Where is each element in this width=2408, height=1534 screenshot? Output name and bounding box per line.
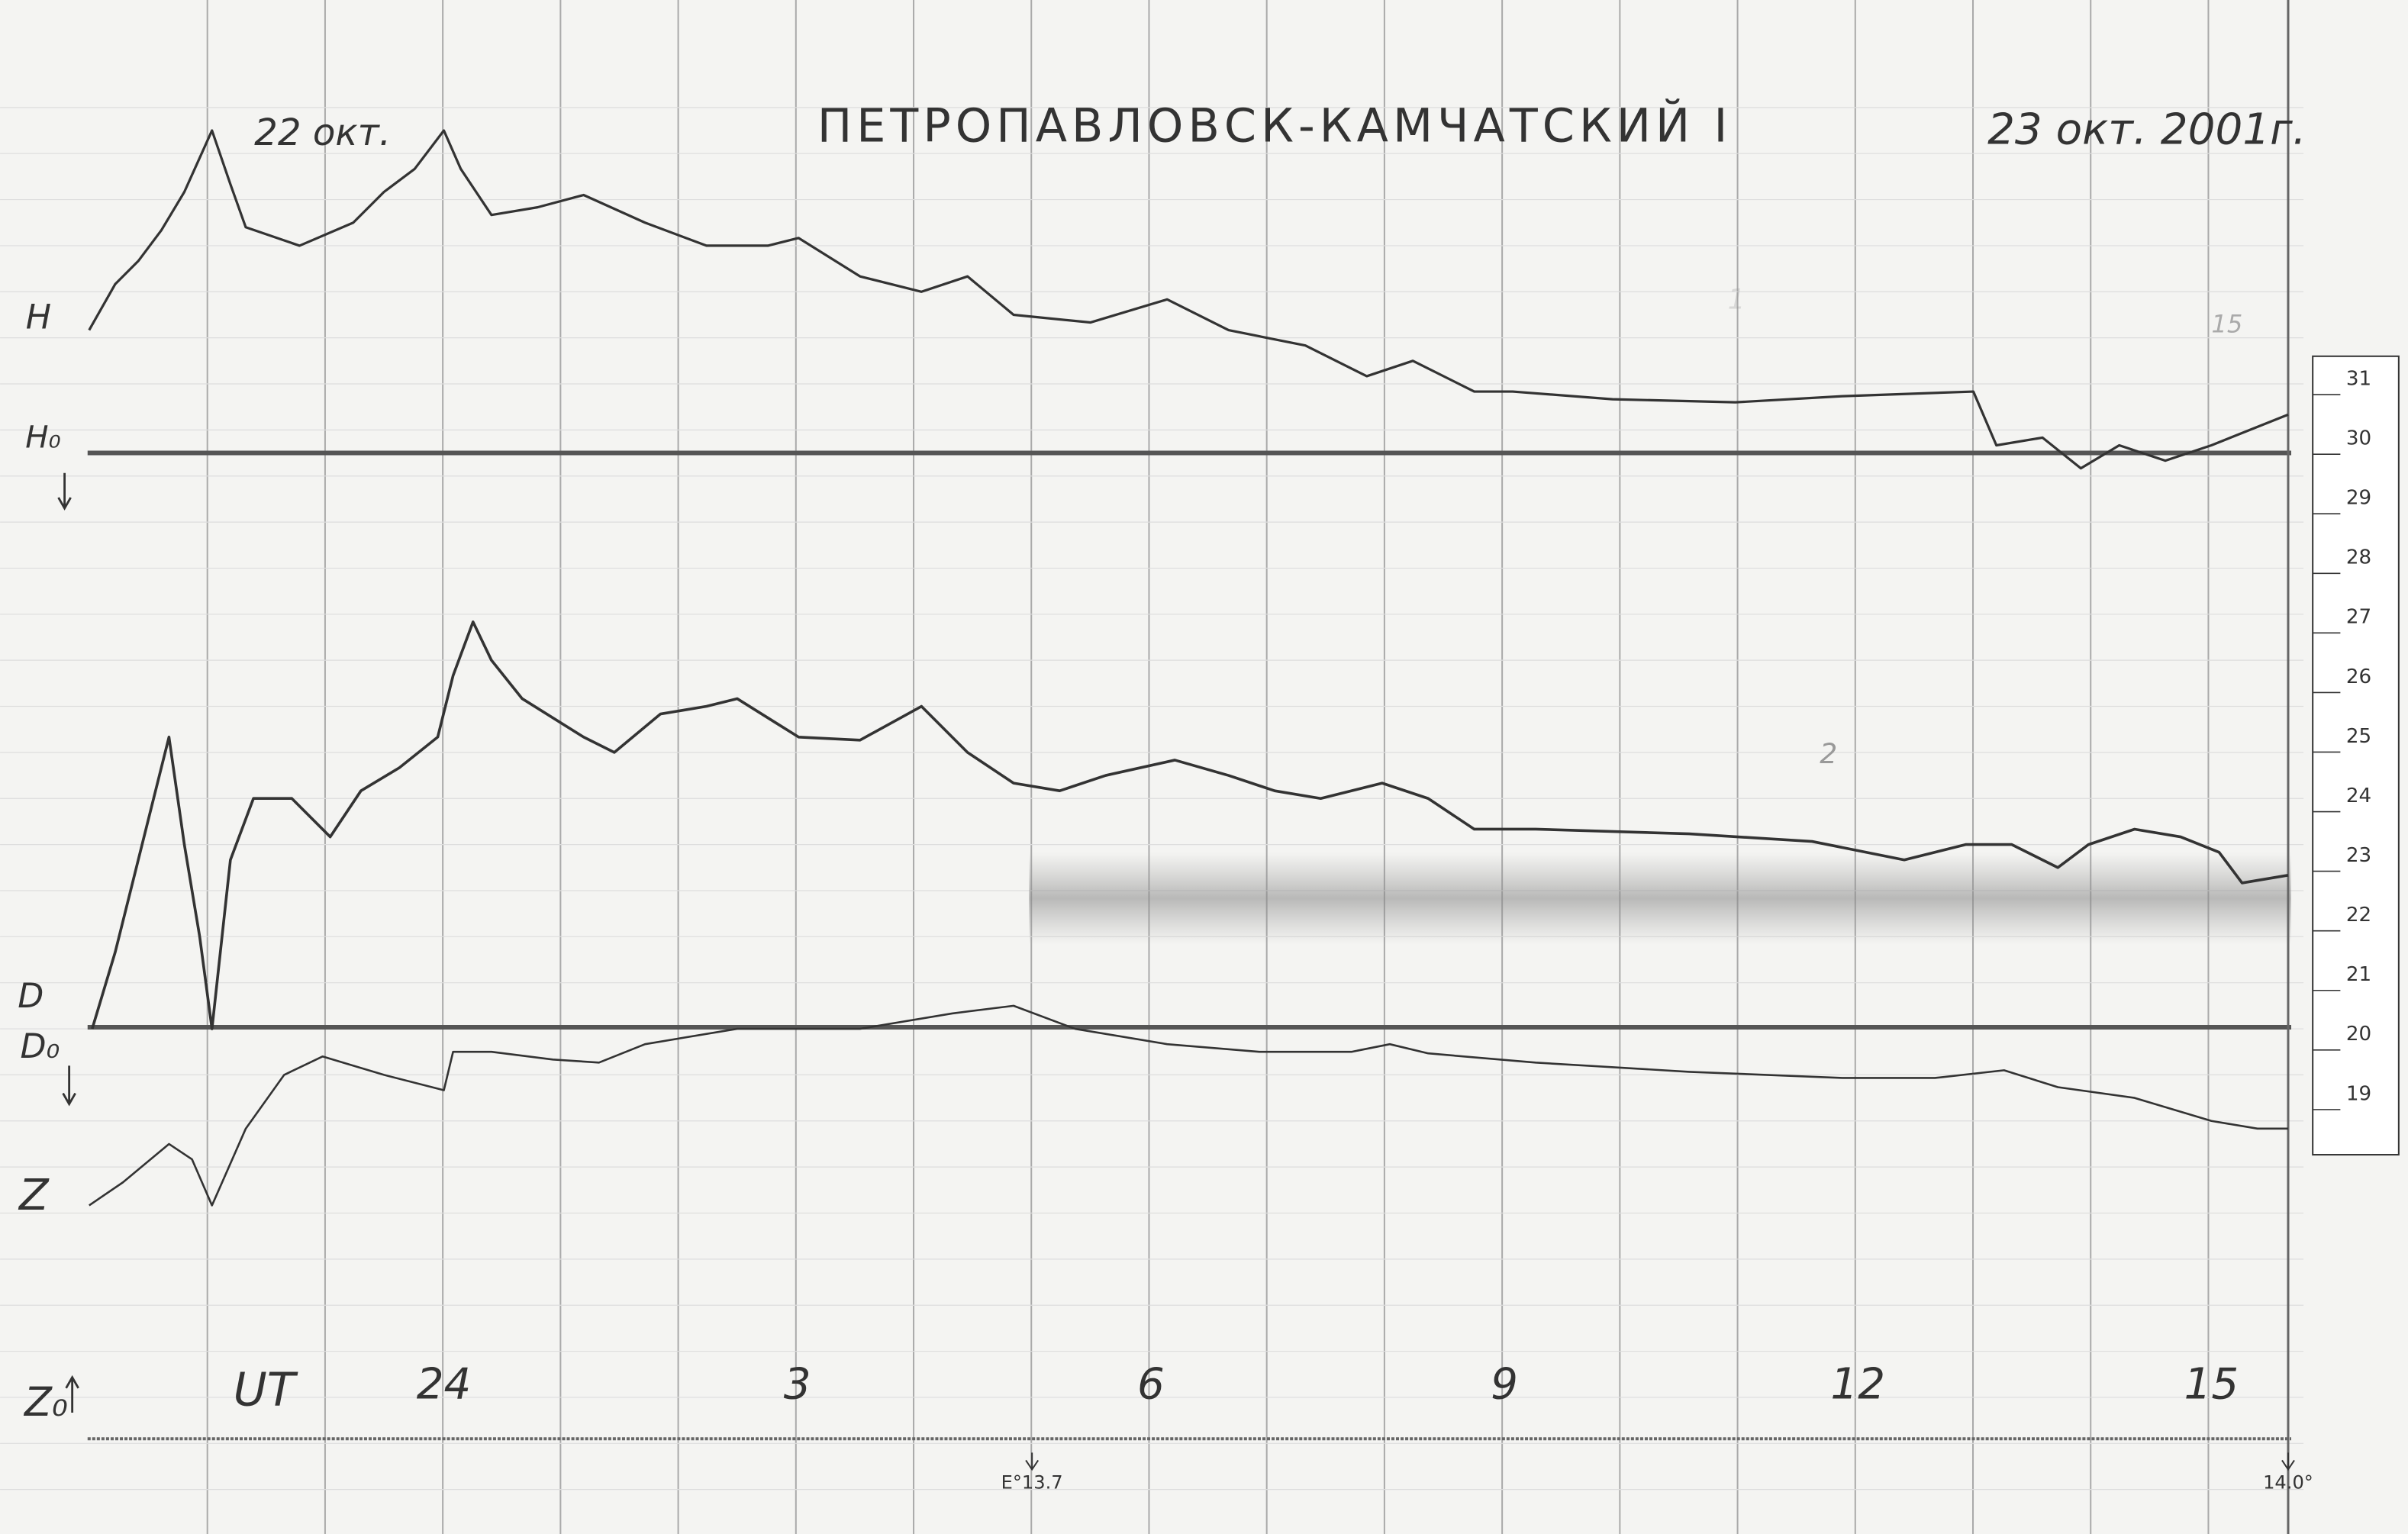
arrows (57, 472, 79, 1413)
scale-label: 29 (2346, 487, 2371, 510)
h-trace (88, 129, 2289, 470)
scale-label: 31 (2346, 367, 2371, 390)
channel-z0: Z₀ (23, 1379, 68, 1426)
title: ПЕТРОПАВЛОВСК-КАМЧАТСКИЙ I (817, 98, 1732, 153)
scale-strip (2312, 355, 2400, 1156)
date-end: 23 окт. 2001г. (1987, 105, 2306, 155)
hour-labels: 24 3 6 9 12 15 (417, 1359, 2239, 1409)
scale-label: 21 (2346, 963, 2371, 986)
channel-h: H (26, 298, 51, 337)
channel-d: D (18, 977, 44, 1016)
time-label: UT (234, 1363, 298, 1416)
scale-label: 23 (2346, 844, 2371, 867)
date-start: 22 окт. (254, 111, 391, 154)
hour-label: 24 (417, 1359, 472, 1409)
channel-z: Z (18, 1171, 50, 1220)
hour-label: 3 (784, 1359, 811, 1409)
scale-label: 27 (2346, 606, 2371, 629)
hour-label: 9 (1491, 1359, 1518, 1409)
marker-end: 14.0° (2263, 1472, 2313, 1494)
scale-label: 22 (2346, 904, 2371, 927)
note: 2 (1820, 737, 1837, 770)
scale: 31 30 29 28 27 26 25 24 23 22 21 20 19 (2313, 367, 2371, 1110)
note: 1 (1728, 282, 1746, 315)
smudge (1029, 852, 2292, 945)
hour-label: 12 (1830, 1359, 1885, 1409)
marker-arrows (1025, 1452, 2295, 1471)
note: 15 (2211, 310, 2242, 339)
channel-h0: H₀ (25, 420, 60, 455)
scale-label: 20 (2346, 1023, 2371, 1046)
d-trace (91, 620, 2289, 1030)
z-trace (89, 1004, 2288, 1207)
scale-label: 24 (2346, 785, 2371, 807)
channel-d0: D₀ (20, 1027, 60, 1066)
scale-label: 19 (2346, 1082, 2371, 1105)
scale-label: 25 (2346, 725, 2371, 748)
hour-label: 6 (1137, 1359, 1165, 1409)
scale-label: 28 (2346, 546, 2371, 569)
marker-start: E°13.7 (1001, 1472, 1063, 1494)
scale-label: 30 (2346, 427, 2371, 450)
scale-label: 26 (2346, 665, 2371, 688)
hour-label: 15 (2184, 1359, 2239, 1409)
